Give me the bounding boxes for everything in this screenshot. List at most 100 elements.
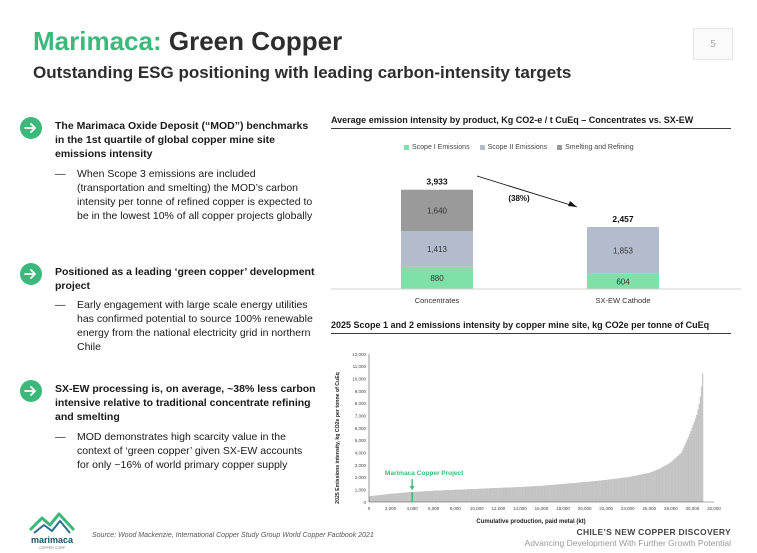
mine-site-bar <box>525 486 527 503</box>
footer-tagline: Advancing Development With Further Growt… <box>524 538 731 548</box>
mine-site-bar <box>536 486 538 503</box>
mine-site-bar <box>397 493 399 503</box>
mine-site-bar <box>373 495 375 503</box>
stacked-bar-segment <box>401 266 473 289</box>
mine-site-bar <box>558 484 560 503</box>
mine-site-bar <box>654 470 656 503</box>
mine-site-bar <box>488 488 490 503</box>
mine-site-bar <box>472 489 474 503</box>
mine-site-bar <box>403 492 405 503</box>
chart2-plot: 2025 Emissions intensity, kg CO2e per to… <box>335 352 721 525</box>
mine-site-bar <box>628 476 630 503</box>
segment-value-label: 1,853 <box>613 246 634 255</box>
mine-site-bar <box>568 483 570 503</box>
mine-site-bar <box>549 485 551 503</box>
chart1-title: Average emission intensity by product, K… <box>331 115 694 125</box>
y-tick-label: 4,000 <box>355 450 367 455</box>
mine-site-bar <box>436 490 438 503</box>
dash-marker: — <box>55 168 66 180</box>
mine-site-bar <box>660 467 662 503</box>
mine-site-bar <box>530 486 532 503</box>
mine-site-bar <box>687 436 690 503</box>
mine-site-bar <box>441 490 443 503</box>
logo-tagline: COPPER CORP <box>39 546 66 550</box>
mine-site-bar <box>473 489 475 503</box>
mine-site-bar <box>460 489 462 503</box>
mine-site-bar <box>451 489 454 503</box>
mine-site-bar <box>399 493 401 503</box>
page-number: 5 <box>693 28 733 60</box>
mine-site-bar <box>577 482 579 503</box>
mine-site-bar <box>583 482 585 503</box>
mine-site-bar <box>400 492 403 503</box>
mine-site-bar <box>657 469 659 503</box>
segment-value-label: 1,413 <box>427 245 448 254</box>
chart2-title: 2025 Scope 1 and 2 emissions intensity b… <box>331 320 710 330</box>
chart2-xlabel: Cumulative production, paid metal (kt) <box>476 519 585 525</box>
mine-site-bar <box>557 484 559 503</box>
mine-site-bar <box>538 486 540 503</box>
stacked-bar-segment <box>587 273 659 289</box>
segment-value-label: 880 <box>430 274 444 283</box>
mine-site-bar <box>546 485 549 503</box>
mine-site-bar <box>544 485 546 503</box>
legend-label: Smelting and Refining <box>565 144 634 151</box>
legend-item-smelting: Smelting and Refining <box>557 144 634 151</box>
y-tick-label: 8,000 <box>355 401 367 406</box>
mine-site-bar <box>585 481 588 503</box>
marimaca-project-marker <box>409 479 415 502</box>
marimaca-arrowhead <box>409 486 415 491</box>
mine-site-bar <box>531 486 533 503</box>
mine-site-bar <box>594 481 596 503</box>
mine-site-bar <box>552 484 554 503</box>
mine-site-bar <box>602 480 604 503</box>
mine-site-bar <box>435 490 437 503</box>
mine-site-bar <box>447 490 449 503</box>
mine-site-bar <box>653 470 655 503</box>
mine-site-bar <box>543 485 545 503</box>
mine-site-bar <box>395 493 397 503</box>
title-rest: Green Copper <box>168 26 343 56</box>
mine-site-bar <box>424 491 426 503</box>
segment-value-label: 1,640 <box>427 206 448 215</box>
mine-site-bar <box>467 489 469 503</box>
legend-label: Scope II Emissions <box>487 144 548 151</box>
mine-site-bar <box>684 444 686 503</box>
y-tick-label: 2,000 <box>355 475 367 480</box>
x-tick-label: 24,000 <box>621 506 635 511</box>
x-tick-label: 20,000 <box>578 506 592 511</box>
mine-site-bar <box>511 487 513 503</box>
mine-site-bar <box>635 475 637 503</box>
mine-site-bar <box>487 488 489 503</box>
x-tick-label: 30,000 <box>686 506 700 511</box>
mine-site-bar <box>610 479 613 503</box>
chart2-title-rule <box>331 333 731 334</box>
marimaca-project-bar <box>411 492 414 502</box>
x-tick-label: 12,000 <box>491 506 505 511</box>
mine-site-bar <box>589 481 591 503</box>
mine-site-bar <box>631 476 633 503</box>
mine-site-bar <box>518 487 520 503</box>
mine-site-bar <box>479 488 481 503</box>
mine-site-bar <box>608 479 610 503</box>
arrow-circle-icon <box>20 117 42 139</box>
mine-site-bar <box>686 439 688 503</box>
mine-site-bar <box>450 490 452 503</box>
legend-swatch <box>479 144 485 150</box>
mine-site-bar <box>455 489 457 503</box>
mine-site-bar <box>413 491 416 503</box>
mine-site-bar <box>604 480 607 503</box>
title-brand: Marimaca: <box>33 26 162 56</box>
x-tick-label: 6,000 <box>428 506 440 511</box>
mine-site-bar <box>600 480 602 503</box>
mine-site-bar <box>529 486 531 503</box>
x-tick-label: 0 <box>368 506 371 511</box>
mine-site-bar <box>448 490 450 503</box>
mine-site-bar <box>526 486 528 503</box>
mine-site-bar <box>693 421 696 503</box>
x-tick-label: 26,000 <box>642 506 656 511</box>
mine-site-bar <box>389 494 391 503</box>
legend-swatch <box>404 144 409 150</box>
mine-site-bar <box>559 484 562 503</box>
mine-site-bar <box>453 489 455 503</box>
